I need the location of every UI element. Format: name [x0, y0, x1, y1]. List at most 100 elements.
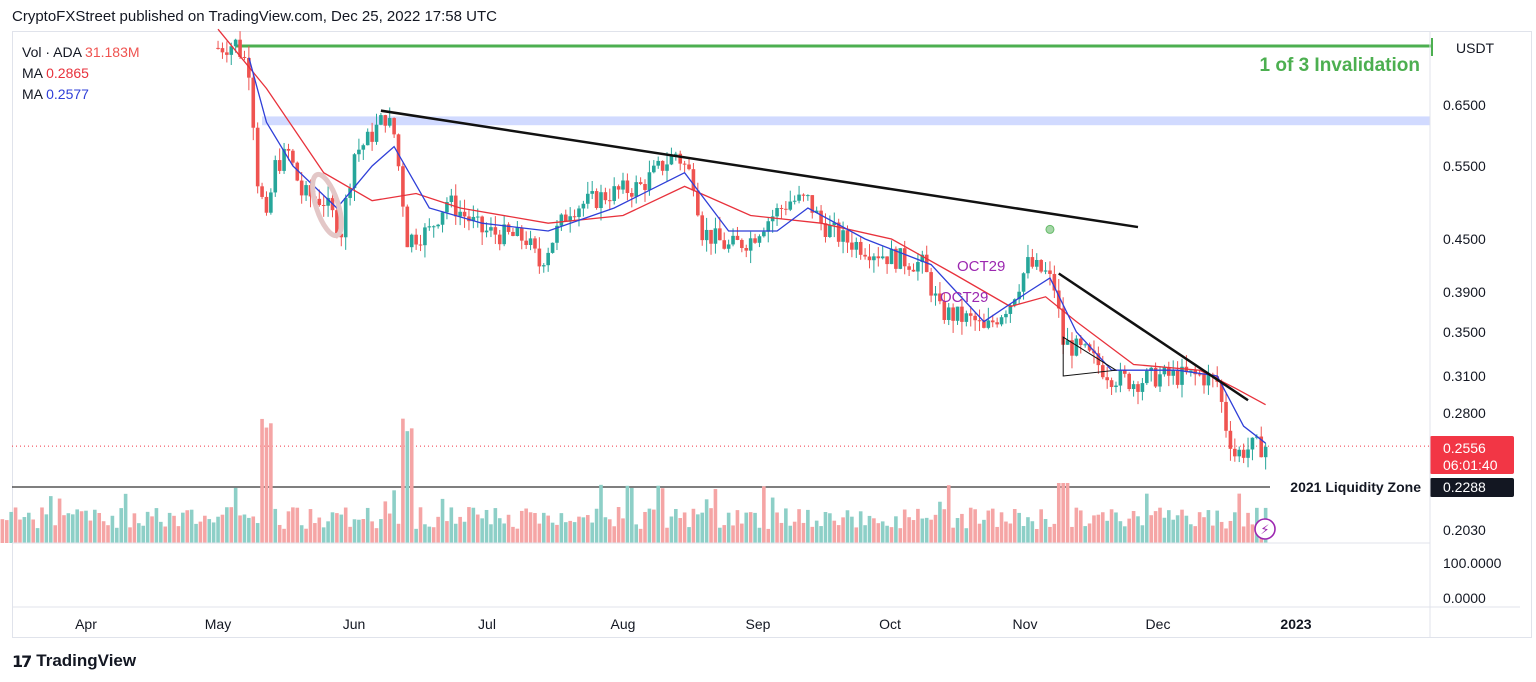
- time-tick-label: Nov: [1013, 616, 1038, 632]
- volume-bar: [401, 418, 405, 543]
- candle-body: [823, 223, 828, 237]
- candle-body: [379, 115, 383, 125]
- candle-body: [801, 194, 806, 196]
- candle-body: [1241, 449, 1246, 458]
- candle-body: [946, 307, 951, 320]
- candle-body: [850, 242, 854, 250]
- candle-body: [889, 248, 894, 265]
- volume-bar: [167, 512, 172, 543]
- candle-body: [220, 48, 225, 53]
- candle-body: [321, 205, 326, 207]
- candle-body: [260, 186, 264, 197]
- volume-bar: [652, 509, 656, 543]
- volume-bar: [1004, 521, 1008, 543]
- volume-bar: [599, 484, 603, 543]
- candle-body: [762, 231, 766, 237]
- candle-body: [740, 239, 744, 249]
- volume-bar: [541, 512, 546, 543]
- time-tick-label: Oct: [879, 616, 901, 632]
- volume-bar: [31, 519, 35, 543]
- volume-bar: [938, 501, 942, 543]
- candle-body: [528, 238, 533, 245]
- volume-bar: [308, 509, 313, 543]
- candle-body: [317, 198, 322, 206]
- volume-bar: [889, 527, 894, 543]
- volume-bar: [1149, 515, 1153, 543]
- volume-bar: [1030, 521, 1035, 543]
- volume-bar: [726, 512, 731, 543]
- volume-bar: [291, 507, 295, 543]
- candle-body: [506, 224, 511, 232]
- candle-body: [475, 216, 480, 218]
- volume-bar: [1052, 523, 1057, 543]
- trendline-short-downtrend: [1058, 272, 1249, 402]
- volume-bar: [115, 527, 119, 543]
- volume-bar: [225, 507, 229, 543]
- candle-body: [361, 145, 366, 150]
- volume-bar: [383, 501, 388, 543]
- candle-body: [497, 234, 502, 245]
- volume-bar: [1250, 524, 1255, 543]
- volume-bar: [304, 528, 308, 543]
- candle-body: [977, 320, 982, 322]
- volume-bar: [1017, 512, 1021, 543]
- volume-bar: [453, 523, 458, 543]
- candle-body: [1246, 449, 1250, 458]
- volume-bar: [163, 526, 168, 543]
- candle-body: [920, 254, 925, 263]
- candle-body: [713, 228, 718, 244]
- tradingview-brand[interactable]: 𝟭𝟳 TradingView: [12, 651, 136, 671]
- candle-body: [563, 214, 568, 222]
- candle-body: [696, 190, 700, 216]
- candle-body: [806, 195, 810, 197]
- legend-ma-fast[interactable]: MA 0.2577: [22, 86, 89, 102]
- ma-slow-line: [217, 28, 1266, 406]
- volume-bar: [1140, 525, 1145, 543]
- candle-body: [304, 185, 308, 196]
- candle-body: [968, 313, 973, 316]
- volume-bar: [753, 512, 757, 543]
- candle-body: [577, 208, 581, 217]
- volume-bar: [735, 510, 740, 543]
- volume-bar: [691, 508, 696, 543]
- candle-body: [471, 216, 476, 222]
- candle-body: [1026, 257, 1030, 274]
- candle-body: [273, 160, 278, 193]
- legend-ma-slow[interactable]: MA 0.2865: [22, 65, 89, 81]
- oscillator-tick-label: 100.0000: [1443, 555, 1502, 571]
- volume-bar: [524, 508, 528, 543]
- candle-body: [357, 149, 361, 155]
- time-tick-label: Apr: [75, 616, 97, 632]
- volume-bar: [713, 489, 718, 543]
- volume-bar: [62, 515, 66, 543]
- candle-body: [1061, 308, 1065, 345]
- lightning-icon: [1254, 518, 1276, 540]
- volume-bar: [1219, 521, 1224, 543]
- candle-body: [1233, 448, 1237, 457]
- volume-bar: [497, 518, 502, 543]
- volume-bar: [616, 507, 621, 543]
- candle-body: [616, 186, 621, 190]
- time-tick-label: Jun: [343, 616, 366, 632]
- volume-bar: [1087, 523, 1092, 543]
- candle-body: [585, 193, 590, 204]
- volume-bar: [361, 519, 366, 543]
- candle-body: [533, 238, 537, 249]
- volume-bar: [942, 509, 947, 543]
- legend-volume[interactable]: Vol · ADA 31.183M: [22, 44, 140, 60]
- candle-body: [519, 227, 524, 241]
- candle-body: [867, 256, 872, 261]
- candle-body: [612, 186, 616, 201]
- price-tick-label: 0.3500: [1443, 324, 1486, 340]
- candle-body: [1171, 370, 1176, 376]
- invalidation-label: 1 of 3 Invalidation: [1260, 55, 1420, 76]
- candle-body: [1263, 446, 1268, 458]
- volume-bar: [436, 516, 440, 543]
- candle-body: [607, 200, 612, 202]
- volume-bar: [797, 509, 801, 543]
- candle-body: [1189, 370, 1193, 373]
- volume-bar: [1021, 526, 1026, 543]
- candle-body: [647, 172, 652, 190]
- volume-bar: [858, 511, 863, 543]
